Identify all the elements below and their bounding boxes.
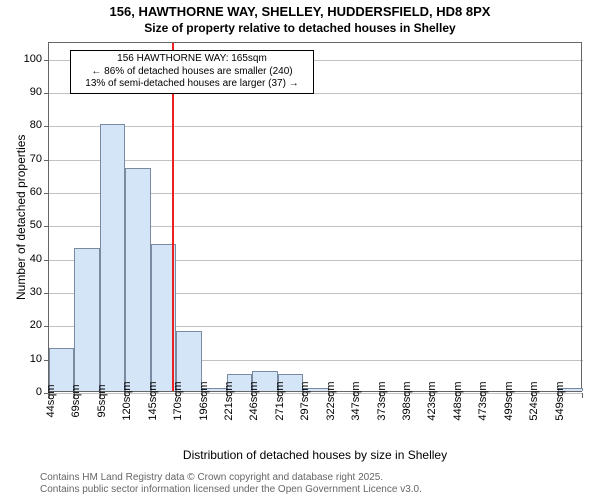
x-tick-label: 499sqm — [503, 381, 515, 420]
annotation-line1: 156 HAWTHORNE WAY: 165sqm — [75, 53, 309, 66]
y-tick-label: 30 — [14, 286, 42, 298]
x-tick-label: 347sqm — [350, 381, 362, 420]
x-tick-label: 120sqm — [121, 381, 133, 420]
y-tick-label: 20 — [14, 319, 42, 331]
x-tick-label: 44sqm — [45, 384, 57, 417]
y-tick — [44, 60, 49, 61]
footer-line1: Contains HM Land Registry data © Crown c… — [40, 472, 383, 483]
y-tick — [44, 126, 49, 127]
x-tick-label: 196sqm — [198, 381, 210, 420]
x-tick — [582, 393, 583, 398]
y-gridline — [49, 160, 583, 161]
y-tick-label: 50 — [14, 219, 42, 231]
y-tick — [44, 93, 49, 94]
y-tick-label: 10 — [14, 353, 42, 365]
x-tick-label: 221sqm — [223, 381, 235, 420]
y-tick — [44, 193, 49, 194]
y-tick — [44, 260, 49, 261]
x-tick-label: 246sqm — [248, 381, 260, 420]
x-tick-label: 170sqm — [172, 381, 184, 420]
chart-subtitle: Size of property relative to detached ho… — [0, 21, 600, 35]
y-tick-label: 40 — [14, 253, 42, 265]
reference-line — [172, 43, 174, 391]
x-tick-label: 297sqm — [299, 381, 311, 420]
x-tick-label: 549sqm — [554, 381, 566, 420]
x-tick-label: 448sqm — [452, 381, 464, 420]
chart-title: 156, HAWTHORNE WAY, SHELLEY, HUDDERSFIEL… — [0, 4, 600, 19]
histogram-bar — [100, 124, 125, 391]
plot-area — [48, 42, 582, 392]
y-tick-label: 80 — [14, 119, 42, 131]
histogram-bar — [125, 168, 150, 391]
x-tick-label: 473sqm — [477, 381, 489, 420]
y-gridline — [49, 126, 583, 127]
x-tick-label: 423sqm — [426, 381, 438, 420]
x-axis-label: Distribution of detached houses by size … — [48, 448, 582, 462]
x-tick-label: 322sqm — [325, 381, 337, 420]
y-tick-label: 100 — [14, 53, 42, 65]
x-tick-label: 145sqm — [147, 381, 159, 420]
annotation-line2: ← 86% of detached houses are smaller (24… — [75, 66, 309, 79]
y-tick-label: 60 — [14, 186, 42, 198]
chart-container: 156, HAWTHORNE WAY, SHELLEY, HUDDERSFIEL… — [0, 0, 600, 500]
x-tick-label: 373sqm — [376, 381, 388, 420]
y-tick — [44, 160, 49, 161]
histogram-bar — [74, 248, 99, 391]
y-tick — [44, 226, 49, 227]
footer-line2: Contains public sector information licen… — [40, 484, 422, 495]
x-tick-label: 95sqm — [96, 384, 108, 417]
x-tick-label: 69sqm — [70, 384, 82, 417]
y-tick — [44, 293, 49, 294]
x-tick-label: 524sqm — [528, 381, 540, 420]
annotation-box: 156 HAWTHORNE WAY: 165sqm ← 86% of detac… — [70, 50, 314, 94]
annotation-line3: 13% of semi-detached houses are larger (… — [75, 78, 309, 91]
y-tick-label: 90 — [14, 86, 42, 98]
y-tick-label: 0 — [14, 386, 42, 398]
y-tick — [44, 326, 49, 327]
y-tick-label: 70 — [14, 153, 42, 165]
x-tick-label: 398sqm — [401, 381, 413, 420]
x-tick-label: 271sqm — [274, 381, 286, 420]
